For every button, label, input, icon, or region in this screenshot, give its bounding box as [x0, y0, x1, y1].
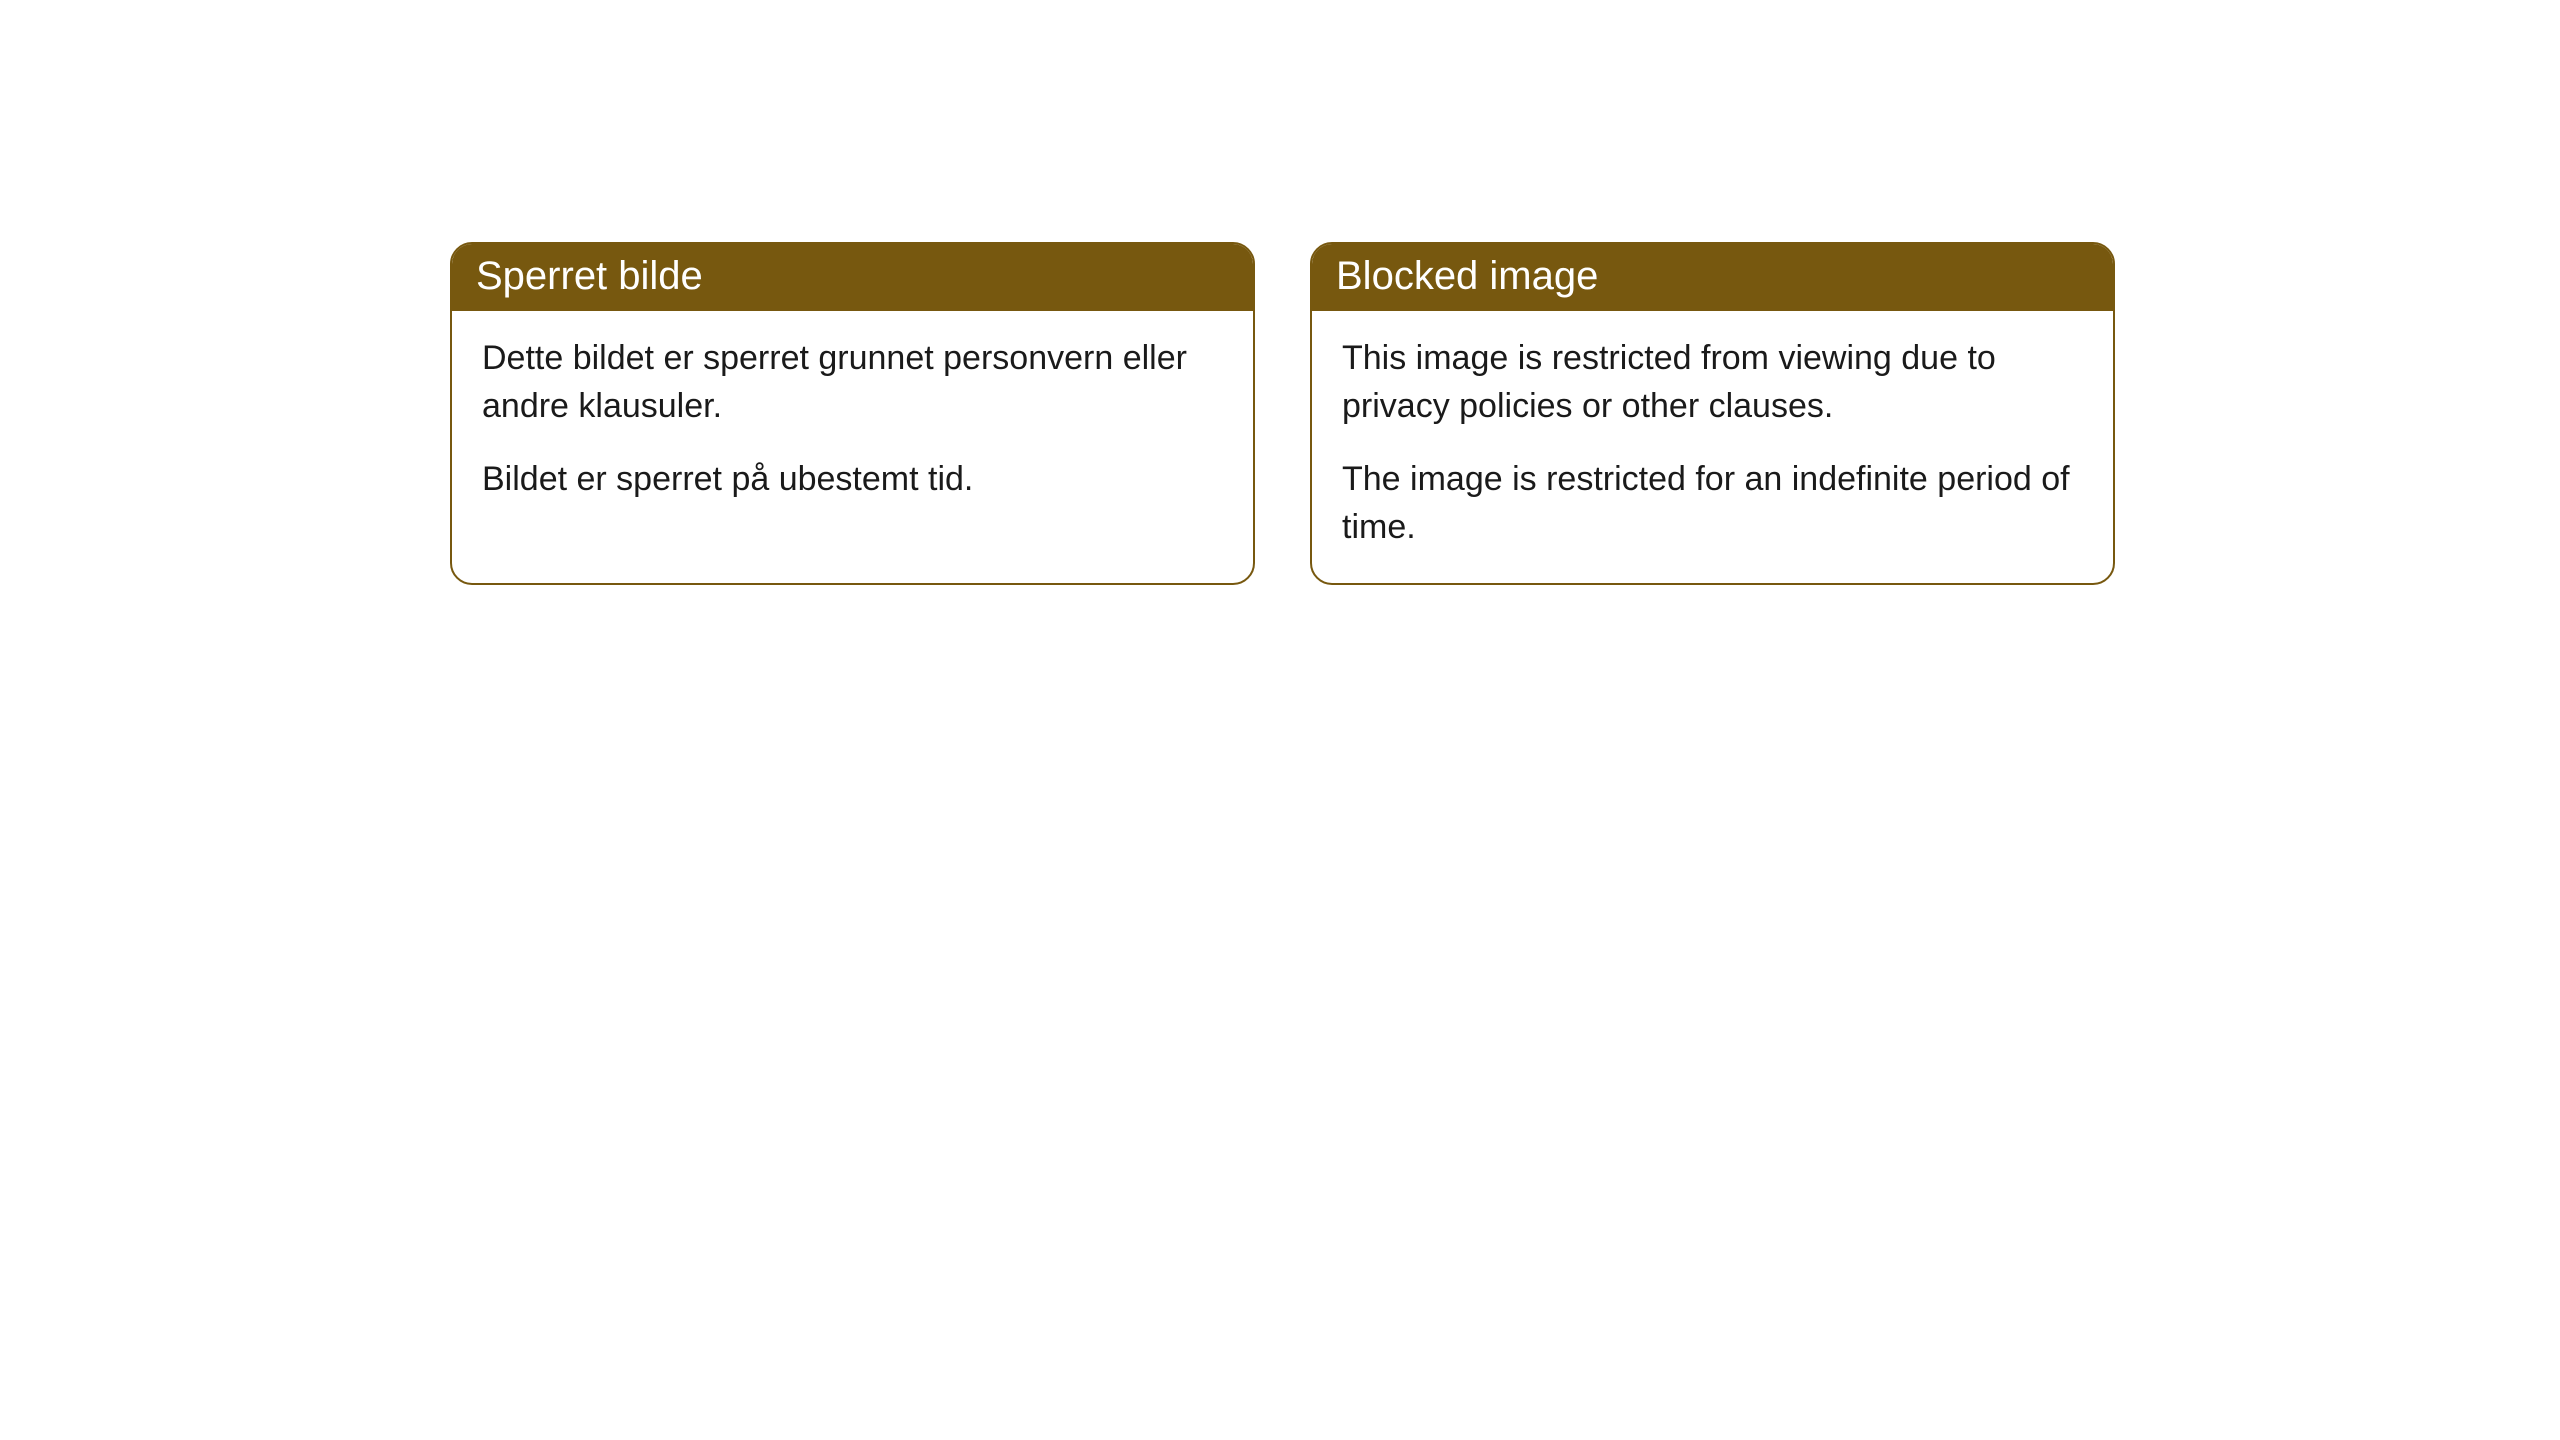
card-body-no: Dette bildet er sperret grunnet personve… [452, 311, 1253, 536]
card-paragraph-no-2: Bildet er sperret på ubestemt tid. [482, 456, 1223, 504]
card-paragraph-en-2: The image is restricted for an indefinit… [1342, 456, 2083, 551]
blocked-image-card-no: Sperret bilde Dette bildet er sperret gr… [450, 242, 1255, 585]
blocked-image-card-en: Blocked image This image is restricted f… [1310, 242, 2115, 585]
card-body-en: This image is restricted from viewing du… [1312, 311, 2113, 583]
card-header-en: Blocked image [1312, 244, 2113, 311]
cards-container: Sperret bilde Dette bildet er sperret gr… [450, 242, 2115, 585]
card-paragraph-en-1: This image is restricted from viewing du… [1342, 335, 2083, 430]
card-paragraph-no-1: Dette bildet er sperret grunnet personve… [482, 335, 1223, 430]
card-header-no: Sperret bilde [452, 244, 1253, 311]
